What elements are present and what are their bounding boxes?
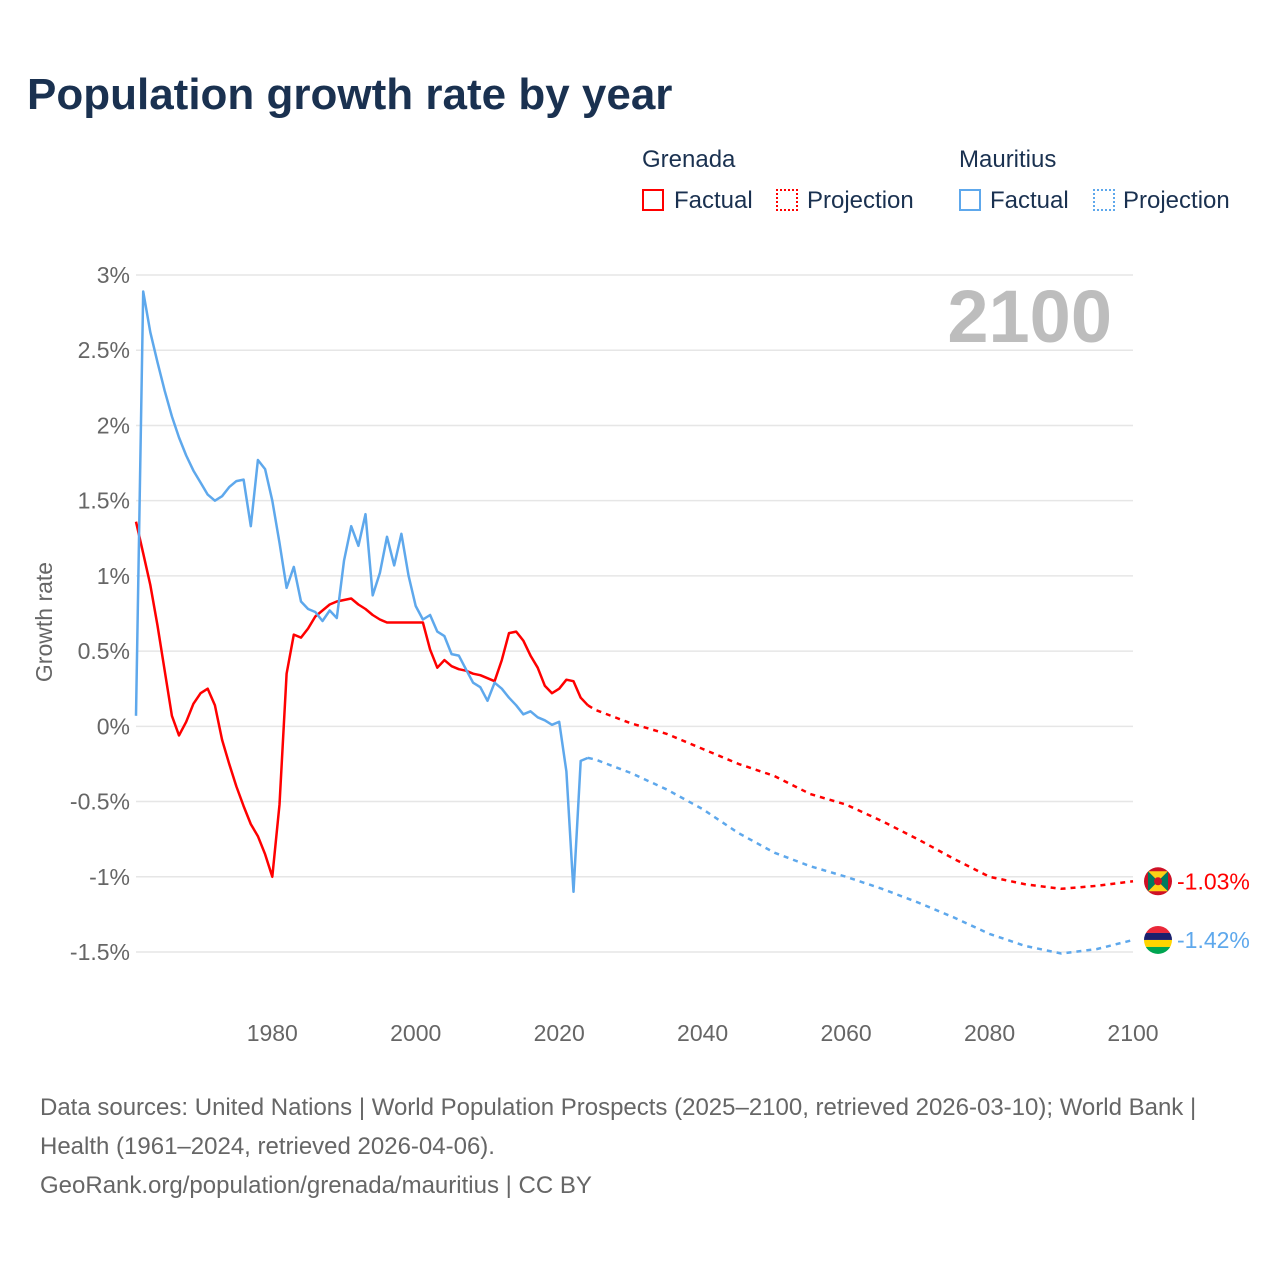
legend-swatch-grenada-factual bbox=[642, 189, 664, 211]
x-tick-label: 2000 bbox=[390, 1020, 441, 1046]
grenada-flag-part bbox=[1148, 881, 1168, 892]
mauritius-projection-line bbox=[587, 756, 1134, 955]
grenada-projection-line bbox=[587, 704, 1134, 891]
y-tick-label: -0.5% bbox=[70, 789, 130, 815]
y-tick-label: 2.5% bbox=[78, 337, 130, 363]
mauritius-flag-part bbox=[1144, 932, 1172, 940]
y-axis-label: Growth rate bbox=[31, 562, 57, 682]
legend-swatch-mauritius-factual bbox=[959, 189, 981, 211]
grenada-flag-part bbox=[1158, 871, 1168, 892]
legend-group-grenada: Grenada bbox=[642, 146, 736, 173]
legend-mauritius-projection[interactable]: Projection bbox=[1123, 187, 1230, 214]
grenada-flag-part bbox=[1154, 877, 1162, 886]
mauritius-factual-line bbox=[134, 290, 589, 894]
grenada-end-label: -1.03% bbox=[1177, 868, 1250, 894]
x-tick-label: 2040 bbox=[677, 1020, 728, 1046]
mauritius-end-label: -1.42% bbox=[1177, 927, 1250, 953]
x-tick-label: 2080 bbox=[964, 1020, 1015, 1046]
legend-grenada-projection[interactable]: Projection bbox=[807, 187, 914, 214]
y-tick-label: 0% bbox=[97, 713, 130, 739]
y-tick-label: 0.5% bbox=[78, 638, 130, 664]
y-tick-label: 1% bbox=[97, 563, 130, 589]
legend-grenada-factual[interactable]: Factual bbox=[674, 187, 753, 214]
year-label: 2100 bbox=[947, 275, 1112, 358]
chart-title: Population growth rate by year bbox=[27, 70, 673, 119]
source-link[interactable]: GeoRank.org/population/grenada/mauritius… bbox=[40, 1172, 592, 1199]
grenada-flag-part bbox=[1148, 871, 1158, 892]
data-sources: Data sources: United Nations | World Pop… bbox=[40, 1094, 1197, 1160]
x-tick-label: 2020 bbox=[534, 1020, 585, 1046]
mauritius-flag-part bbox=[1144, 939, 1172, 947]
y-tick-label: 1.5% bbox=[78, 488, 130, 514]
grenada-flag-part bbox=[1148, 871, 1168, 882]
grenada-factual-line bbox=[134, 521, 589, 879]
y-tick-label: 3% bbox=[97, 262, 130, 288]
legend-mauritius-factual[interactable]: Factual bbox=[990, 187, 1069, 214]
x-tick-label: 2060 bbox=[821, 1020, 872, 1046]
footer: Data sources: United Nations | World Pop… bbox=[40, 1088, 1240, 1205]
mauritius-flag-part bbox=[1144, 946, 1172, 954]
legend-swatch-mauritius-projection bbox=[1093, 189, 1115, 211]
y-tick-label: -1.5% bbox=[70, 939, 130, 965]
x-tick-label: 1980 bbox=[247, 1020, 298, 1046]
mauritius-flag-icon bbox=[1144, 925, 1172, 933]
legend-swatch-grenada-projection bbox=[776, 189, 798, 211]
legend-group-mauritius: Mauritius bbox=[959, 146, 1057, 173]
y-tick-label: 2% bbox=[97, 412, 130, 438]
x-tick-label: 2100 bbox=[1107, 1020, 1158, 1046]
y-tick-label: -1% bbox=[89, 864, 130, 890]
